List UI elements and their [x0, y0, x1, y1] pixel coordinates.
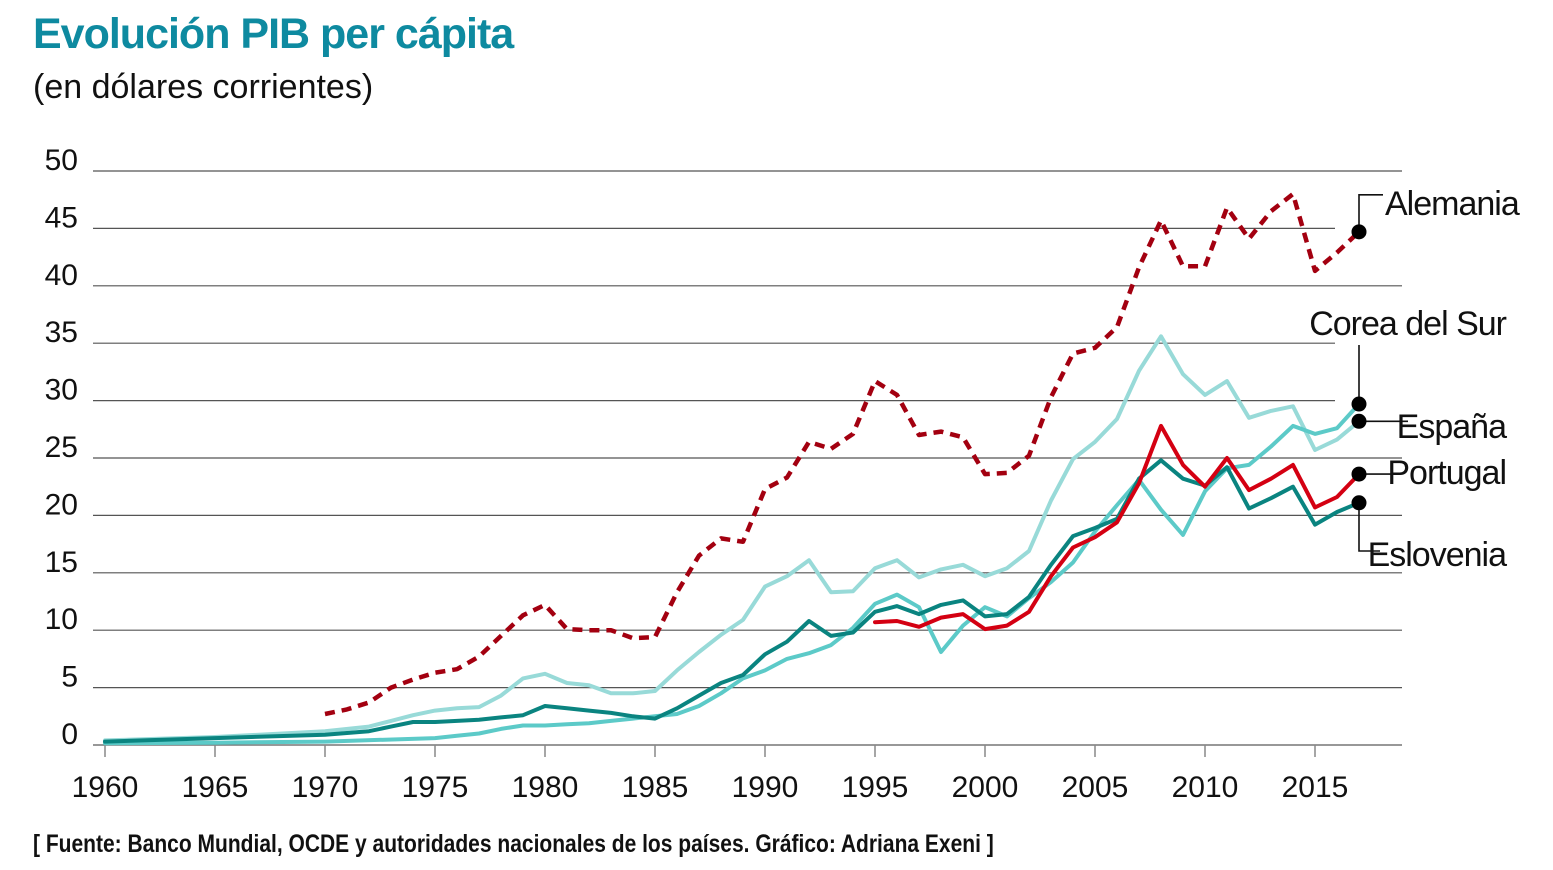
y-tick-label: 0	[61, 718, 78, 751]
series-label-corea-del-sur: Corea del Sur	[1309, 305, 1506, 343]
series-label-portugal: Portugal	[1387, 454, 1506, 492]
x-tick-label: 1970	[292, 771, 359, 804]
x-tick-label: 2005	[1062, 771, 1129, 804]
y-axis-ticks: 0 5 10 15 20 25 30 35 40 45 50	[45, 144, 78, 751]
end-marker-eslovenia	[1351, 495, 1367, 511]
x-tick-label: 1990	[732, 771, 799, 804]
x-tick-label: 1960	[72, 771, 139, 804]
y-tick-label: 15	[45, 546, 78, 579]
series-line-corea-del-sur	[103, 402, 1361, 746]
series-label-espana: España	[1397, 408, 1507, 446]
x-tick-label: 1985	[622, 771, 689, 804]
x-axis: 1960 1965 1970 1975 1980 1985 1990 1995 2000 2005…	[72, 745, 1349, 804]
leader-line-alemania	[1358, 194, 1383, 232]
series-labels: Alemania Corea del Sur España Portugal Eslov…	[1309, 185, 1521, 574]
y-tick-label: 45	[45, 201, 78, 234]
series-line-alemania	[324, 191, 1361, 717]
series-label-eslovenia: Eslovenia	[1368, 536, 1508, 574]
y-tick-label: 5	[61, 661, 78, 694]
x-tick-label: 1965	[182, 771, 249, 804]
end-marker-portugal	[1351, 466, 1367, 482]
x-tick-label: 1995	[842, 771, 909, 804]
y-tick-label: 40	[45, 259, 78, 292]
y-tick-label: 20	[45, 488, 78, 521]
x-tick-label: 1975	[402, 771, 469, 804]
x-tick-label: 2010	[1172, 771, 1239, 804]
chart-subtitle: (en dólares corrientes)	[33, 68, 374, 106]
chart-title: Evolución PIB per cápita	[33, 10, 514, 58]
source-note: [ Fuente: Banco Mundial, OCDE y autorida…	[33, 830, 994, 858]
y-tick-label: 50	[45, 144, 78, 177]
end-marker-corea-del-sur	[1351, 396, 1367, 412]
gridlines	[93, 170, 1402, 746]
leader-line-eslovenia	[1358, 502, 1380, 552]
y-tick-label: 10	[45, 603, 78, 636]
y-tick-label: 30	[45, 374, 78, 407]
y-tick-label: 25	[45, 431, 78, 464]
series-line-eslovenia	[103, 458, 1361, 744]
y-tick-label: 35	[45, 316, 78, 349]
series-label-alemania: Alemania	[1385, 185, 1520, 223]
end-marker-alemania	[1351, 224, 1367, 240]
series-line-espana	[103, 334, 1361, 743]
series-line-portugal	[873, 423, 1361, 632]
x-tick-label: 2015	[1282, 771, 1349, 804]
series-lines	[103, 191, 1361, 746]
x-tick-label: 2000	[952, 771, 1019, 804]
end-marker-espana	[1351, 413, 1367, 429]
x-tick-label: 1980	[512, 771, 579, 804]
